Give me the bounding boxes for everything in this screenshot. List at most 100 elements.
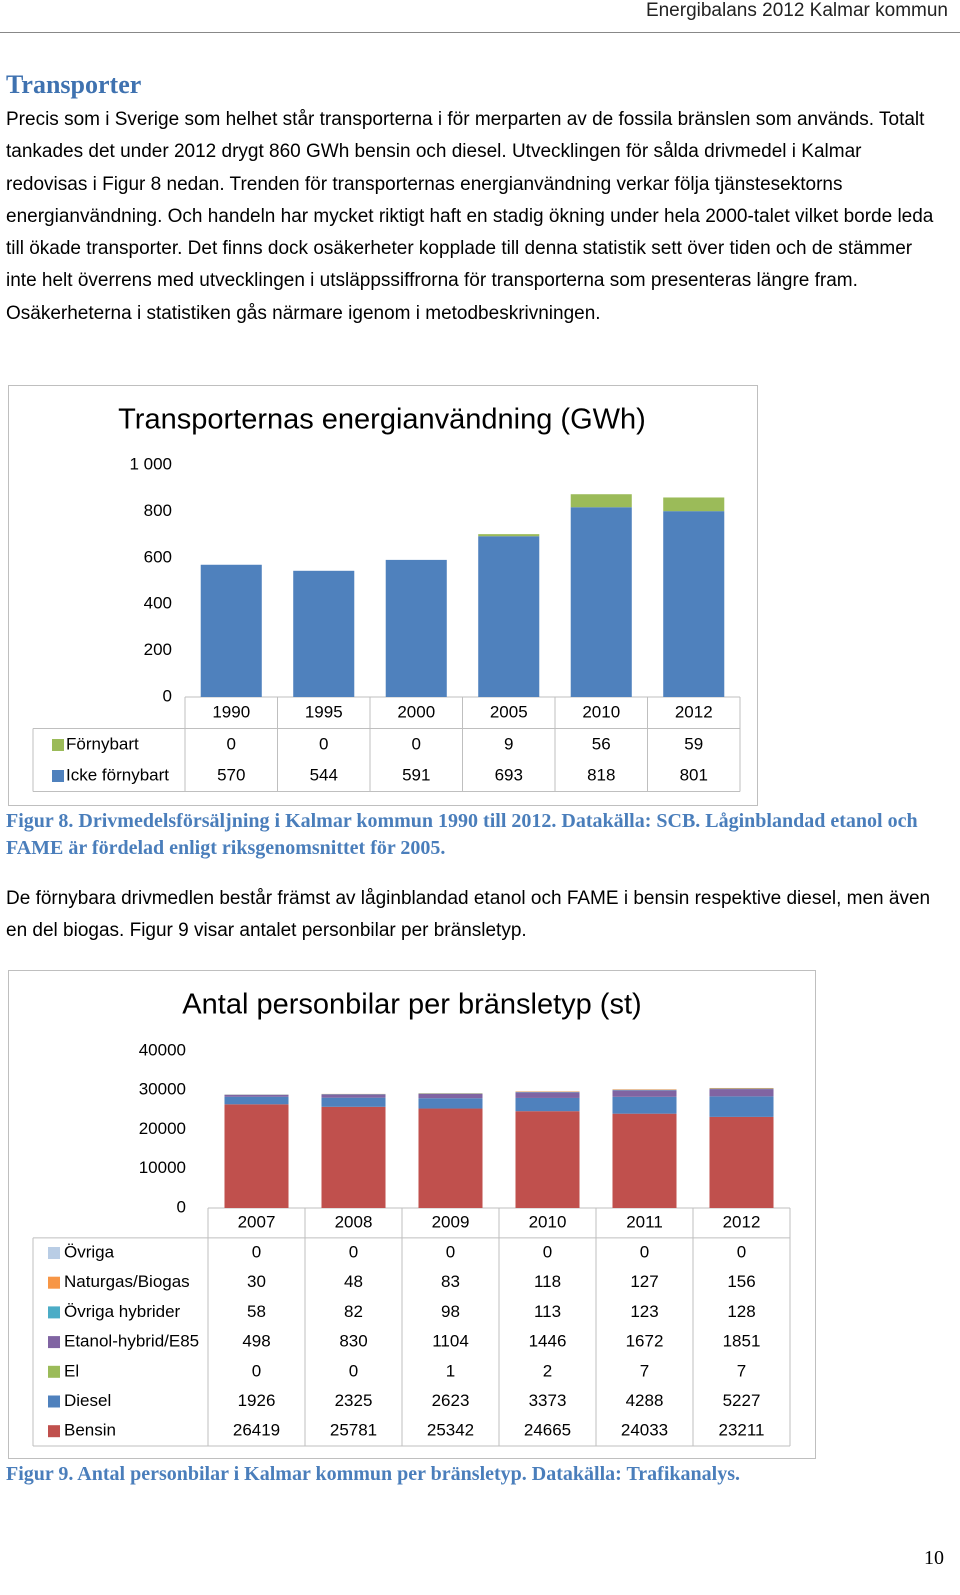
bar-segment: [385, 559, 447, 697]
table-value: 83: [441, 1272, 460, 1291]
table-value: 1926: [238, 1391, 276, 1410]
bar-segment: [293, 570, 355, 697]
y-tick-label: 40000: [139, 1040, 186, 1059]
legend-key: [52, 770, 64, 782]
table-value: 1: [446, 1361, 455, 1380]
bar-segment: [709, 1089, 774, 1097]
bar-segment: [321, 1097, 386, 1107]
figure-caption: Figur 9. Antal personbilar i Kalmar komm…: [6, 1463, 740, 1485]
legend-label: Övriga hybrider: [64, 1302, 181, 1321]
table-value: 7: [737, 1361, 746, 1380]
table-value: 591: [402, 765, 430, 784]
legend-label: Diesel: [64, 1391, 111, 1410]
table-value: 7: [640, 1361, 649, 1380]
table-value: 4288: [626, 1391, 664, 1410]
table-value: 98: [441, 1302, 460, 1321]
table-value: 48: [344, 1272, 363, 1291]
table-value: 0: [349, 1361, 358, 1380]
y-tick-label: 800: [144, 501, 172, 520]
bar-segment: [224, 1094, 289, 1097]
table-value: 1672: [626, 1332, 664, 1351]
bar-segment: [418, 1098, 483, 1109]
bar-segment: [663, 511, 725, 697]
x-tick-label: 2005: [490, 702, 528, 721]
bar-segment: [418, 1093, 483, 1099]
table-value: 2: [543, 1361, 552, 1380]
legend-key: [48, 1306, 60, 1319]
x-tick-label: 2011: [626, 1212, 663, 1231]
figure-caption: Figur 8. Drivmedelsförsäljning i Kalmar …: [6, 810, 918, 859]
legend-label: Naturgas/Biogas: [64, 1272, 190, 1291]
table-value: 25781: [330, 1421, 377, 1440]
table-value: 58: [247, 1302, 266, 1321]
table-value: 123: [630, 1302, 658, 1321]
table-value: 498: [242, 1332, 270, 1351]
table-value: 0: [737, 1242, 746, 1261]
bar-segment: [418, 1108, 483, 1208]
bar-segment: [321, 1106, 386, 1208]
legend-label: Icke förnybart: [66, 765, 169, 784]
paragraph: Precis som i Sverige som helhet står tra…: [6, 109, 934, 324]
bar-segment: [612, 1090, 677, 1097]
legend-key: [48, 1395, 60, 1408]
y-tick-label: 200: [144, 640, 172, 659]
table-value: 5227: [723, 1391, 761, 1410]
table-value: 26419: [233, 1421, 280, 1440]
y-tick-label: 10000: [139, 1158, 186, 1177]
y-tick-label: 0: [177, 1197, 186, 1216]
table-value: 0: [640, 1242, 649, 1261]
table-value: 56: [592, 734, 611, 753]
table-value: 801: [680, 765, 708, 784]
page-number: 10: [924, 1547, 944, 1569]
bar-segment: [515, 1097, 580, 1112]
chart-frame: [8, 970, 816, 1459]
table-value: 0: [349, 1242, 358, 1261]
legend-key: [52, 739, 64, 751]
bar-segment: [709, 1087, 774, 1089]
x-tick-label: 2010: [582, 702, 620, 721]
table-value: 0: [543, 1242, 552, 1261]
table-value: 128: [727, 1302, 755, 1321]
x-tick-label: 1995: [305, 702, 343, 721]
x-tick-label: 2009: [432, 1212, 470, 1231]
table-value: 156: [727, 1272, 755, 1291]
table-value: 127: [630, 1272, 658, 1291]
bar-segment: [224, 1104, 289, 1208]
chart: Transporternas energianvändning (GWh) 0 20…: [8, 385, 758, 806]
bar-segment: [612, 1096, 677, 1114]
table-value: 113: [534, 1302, 561, 1321]
table-value: 0: [412, 734, 421, 753]
legend-key: [48, 1247, 60, 1259]
table-value: 82: [344, 1302, 363, 1321]
bar-segment: [321, 1094, 386, 1098]
table-value: 1851: [723, 1332, 761, 1351]
table-value: 9: [504, 734, 513, 753]
table-value: 1446: [529, 1332, 567, 1351]
table-value: 24665: [524, 1421, 571, 1440]
legend-label: Etanol-hybrid/E85: [64, 1332, 199, 1351]
table-value: 25342: [427, 1421, 474, 1440]
table-value: 818: [587, 765, 615, 784]
legend-key: [48, 1365, 60, 1378]
bar-segment: [515, 1111, 580, 1208]
x-tick-label: 2012: [675, 702, 713, 721]
table-value: 59: [684, 734, 703, 753]
x-tick-label: 2000: [397, 702, 435, 721]
x-tick-label: 1990: [212, 702, 250, 721]
paragraph: De förnybara drivmedlen består främst av…: [6, 888, 931, 942]
table-value: 544: [310, 765, 338, 784]
bar-segment: [478, 536, 540, 697]
table-value: 3373: [529, 1391, 567, 1410]
table-value: 0: [446, 1242, 455, 1261]
table-value: 0: [252, 1242, 261, 1261]
legend-key: [48, 1336, 60, 1349]
table-value: 570: [217, 765, 245, 784]
bar-segment: [709, 1116, 774, 1208]
legend-label: Förnybart: [66, 734, 139, 753]
bar-segment: [612, 1113, 677, 1208]
y-tick-label: 400: [144, 594, 172, 613]
table-value: 830: [339, 1332, 367, 1351]
legend-key: [48, 1425, 60, 1438]
chart-frame: [8, 385, 758, 806]
